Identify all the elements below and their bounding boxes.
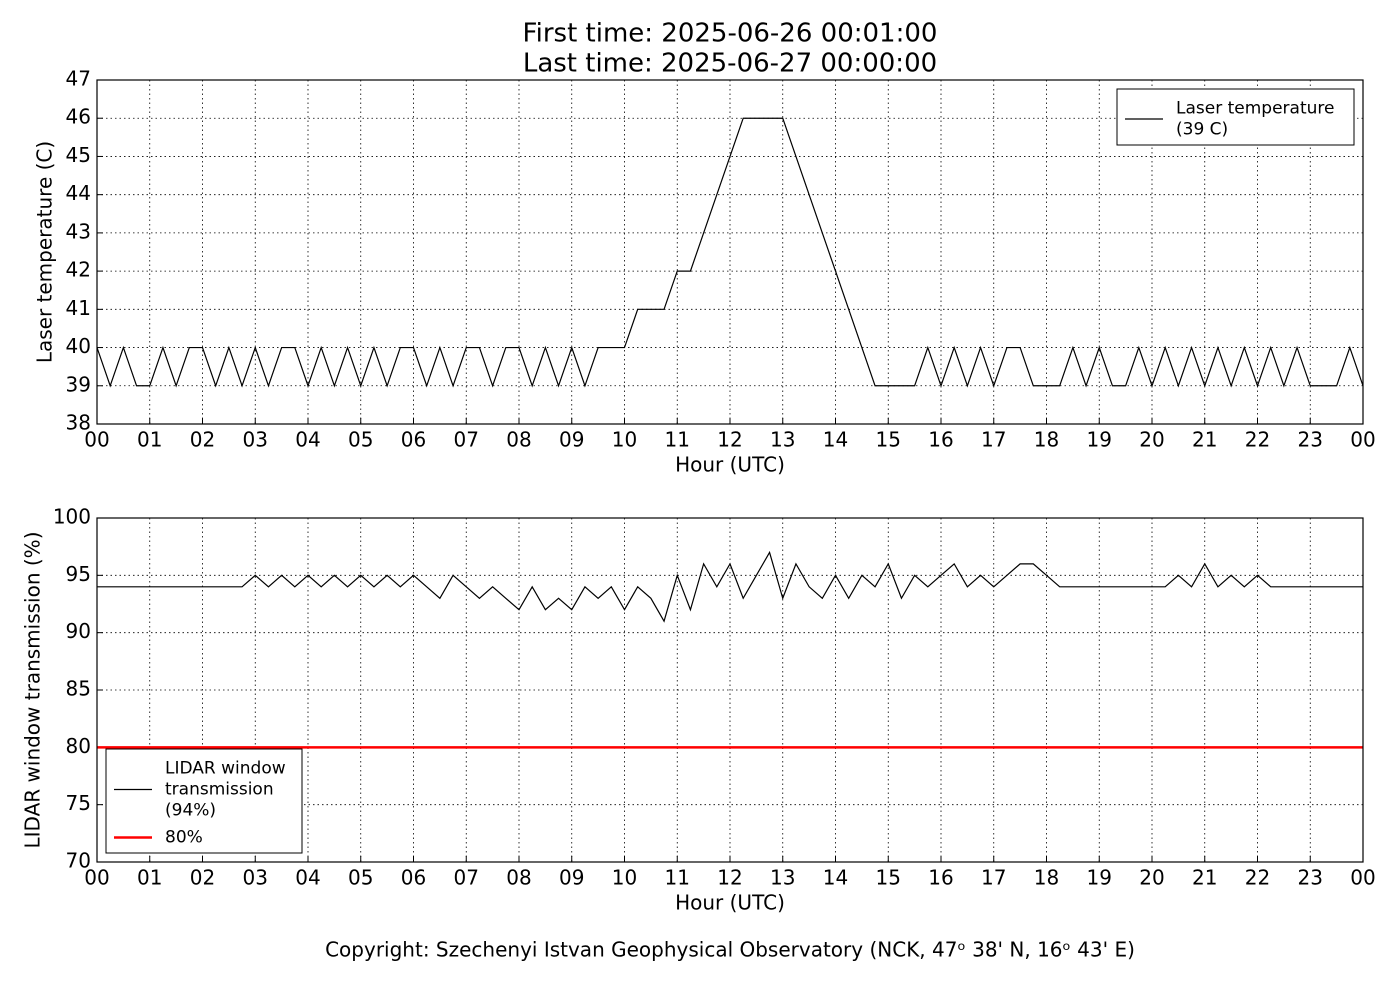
x-tick-label: 10 [612, 866, 637, 890]
x-axis-label: Hour (UTC) [675, 891, 785, 915]
x-tick-label: 11 [665, 428, 690, 452]
x-tick-label: 23 [1298, 866, 1323, 890]
x-tick-label: 03 [243, 866, 268, 890]
x-tick-label: 01 [137, 428, 162, 452]
y-tick-label: 45 [66, 143, 91, 167]
x-tick-label: 15 [876, 428, 901, 452]
plot-frame [96, 517, 1364, 863]
y-tick-label: 47 [66, 67, 91, 91]
x-tick-label: 14 [823, 428, 848, 452]
x-tick-label: 02 [190, 866, 215, 890]
x-tick-label: 13 [770, 866, 795, 890]
y-tick-label: 42 [66, 258, 91, 282]
x-tick-label: 21 [1192, 428, 1217, 452]
x-tick-label: 00 [1350, 428, 1375, 452]
x-tick-label: 10 [612, 428, 637, 452]
x-tick-label: 08 [506, 866, 531, 890]
x-tick-label: 20 [1139, 428, 1164, 452]
legend: LIDAR window transmission (94%) 80% [105, 748, 303, 854]
x-tick-label: 15 [876, 866, 901, 890]
x-tick-label: 03 [243, 428, 268, 452]
x-tick-label: 00 [84, 866, 109, 890]
x-tick-label: 13 [770, 428, 795, 452]
x-tick-label: 09 [559, 866, 584, 890]
legend-label: Laser temperature (39 C) [1176, 99, 1334, 140]
y-tick-label: 75 [66, 791, 91, 815]
title-line: First time: 2025-06-26 00:01:00 [523, 19, 938, 49]
legend-label: 80% [165, 828, 203, 848]
y-axis-label: Laser temperature (C) [33, 141, 57, 363]
x-tick-label: 20 [1139, 866, 1164, 890]
x-tick-label: 17 [981, 428, 1006, 452]
y-tick-label: 100 [53, 505, 91, 529]
x-tick-label: 02 [190, 428, 215, 452]
x-tick-label: 08 [506, 428, 531, 452]
x-tick-label: 19 [1087, 866, 1112, 890]
x-tick-label: 12 [717, 866, 742, 890]
x-tick-label: 09 [559, 428, 584, 452]
x-tick-label: 18 [1034, 866, 1059, 890]
series-line [96, 117, 1364, 388]
legend-label: LIDAR window transmission (94%) [165, 759, 286, 821]
legend: Laser temperature (39 C) [1116, 88, 1355, 146]
y-axis-label: LIDAR window transmission (%) [21, 532, 45, 849]
x-tick-label: 21 [1192, 866, 1217, 890]
x-tick-label: 00 [84, 428, 109, 452]
x-tick-label: 22 [1245, 866, 1270, 890]
legend-box [1116, 88, 1355, 146]
x-tick-label: 16 [928, 866, 953, 890]
x-axis-label: Hour (UTC) [675, 453, 785, 477]
y-tick-label: 90 [66, 619, 91, 643]
x-tick-label: 22 [1245, 428, 1270, 452]
x-tick-label: 16 [928, 428, 953, 452]
x-tick-label: 01 [137, 866, 162, 890]
legend-box [105, 748, 303, 854]
y-tick-label: 41 [66, 296, 91, 320]
y-tick-label: 43 [66, 219, 91, 243]
x-tick-label: 14 [823, 866, 848, 890]
y-tick-label: 95 [66, 562, 91, 586]
y-tick-label: 80 [66, 734, 91, 758]
y-tick-label: 85 [66, 677, 91, 701]
y-tick-label: 39 [66, 372, 91, 396]
x-tick-label: 05 [348, 866, 373, 890]
footer: Copyright: Szechenyi Istvan Geophysical … [325, 938, 1135, 962]
plot-frame [96, 79, 1364, 425]
x-tick-label: 06 [401, 428, 426, 452]
x-tick-label: 17 [981, 866, 1006, 890]
x-tick-label: 11 [665, 866, 690, 890]
title-line: Last time: 2025-06-27 00:00:00 [523, 49, 937, 79]
y-tick-label: 44 [66, 181, 91, 205]
y-tick-label: 70 [66, 849, 91, 873]
x-tick-label: 19 [1087, 428, 1112, 452]
x-tick-label: 00 [1350, 866, 1375, 890]
x-tick-label: 07 [454, 428, 479, 452]
x-tick-label: 23 [1298, 428, 1323, 452]
x-tick-label: 12 [717, 428, 742, 452]
x-tick-label: 07 [454, 866, 479, 890]
x-tick-label: 04 [295, 866, 320, 890]
x-tick-label: 06 [401, 866, 426, 890]
x-tick-label: 18 [1034, 428, 1059, 452]
y-tick-label: 40 [66, 334, 91, 358]
x-tick-label: 04 [295, 428, 320, 452]
y-tick-label: 38 [66, 411, 91, 435]
y-tick-label: 46 [66, 105, 91, 129]
series-line [97, 550, 1363, 623]
x-tick-label: 05 [348, 428, 373, 452]
